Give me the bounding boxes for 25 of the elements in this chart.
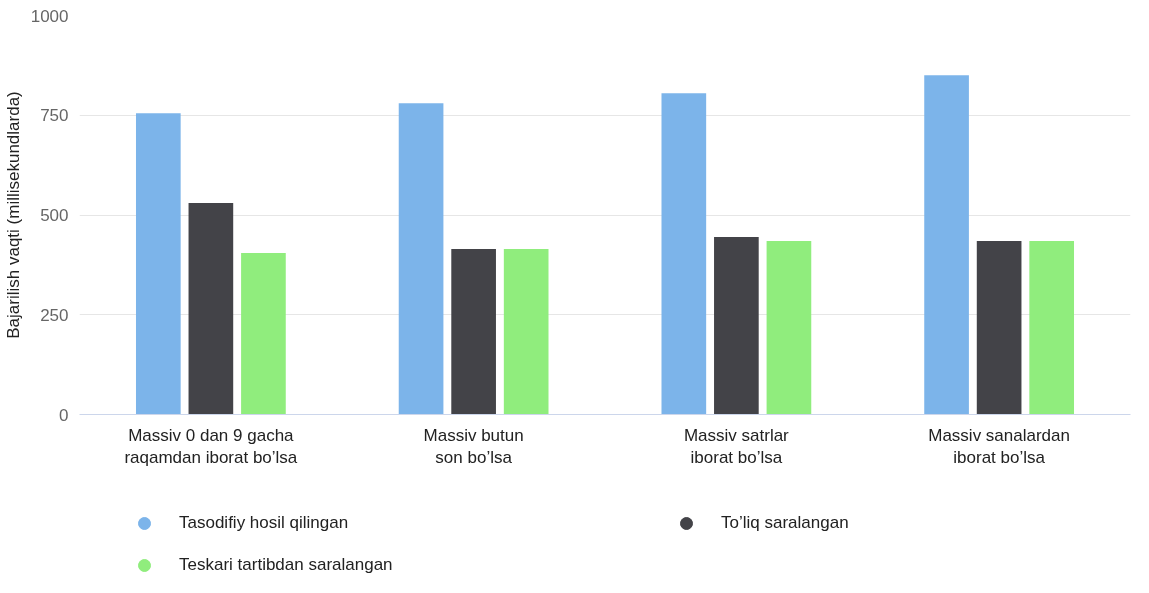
y-tick-label: 1000 [30, 6, 69, 26]
bar [188, 203, 234, 415]
bar [714, 236, 759, 415]
bar [976, 240, 1022, 415]
y-axis-title: Bajarilish vaqti (millisekundlarda) [3, 91, 23, 339]
legend-label: Teskari tartibdan saralangan [179, 555, 394, 575]
x-tick-label: Massiv sanalardan iborat bo’lsa [928, 425, 1071, 468]
y-tick-label: 250 [40, 305, 69, 325]
bar [398, 103, 444, 415]
bar [1029, 240, 1075, 415]
y-tick-label: 0 [59, 405, 69, 425]
bar [241, 252, 286, 415]
x-tick-label: Massiv butun son bo’lsa [423, 425, 524, 468]
bar [661, 93, 707, 415]
bar [766, 240, 812, 415]
bar [135, 113, 181, 415]
legend-label: To’liq saralangan [721, 513, 850, 533]
legend-label: Tasodifiy hosil qilingan [179, 513, 350, 533]
y-tick-label: 500 [40, 206, 69, 225]
bar [503, 248, 549, 415]
bar [924, 75, 969, 415]
x-tick-label: Massiv satrlar iborat bo’lsa [683, 425, 790, 468]
x-tick-label: Massiv 0 dan 9 gacha raqamdan iborat bo’lsa [124, 425, 298, 468]
y-tick-label: 750 [40, 106, 69, 126]
bar [451, 248, 496, 415]
